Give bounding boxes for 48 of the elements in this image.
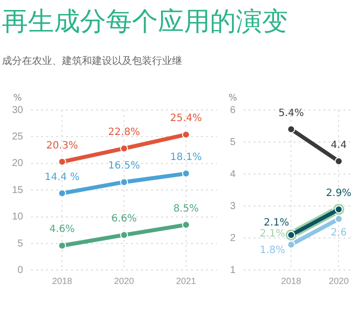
data-label: 5.4% [278,108,304,119]
y-tick-label: 4 [230,168,236,180]
point [287,125,296,134]
data-label: 8.5% [173,203,199,214]
x-tick-label: 2020 [328,276,349,286]
y-tick-label: 25 [12,131,24,142]
data-label: 20.3% [46,140,78,152]
point [287,240,296,249]
y-tick-label: 2 [230,232,236,244]
y-tick-label: 5 [18,238,24,250]
y-tick-label: 6 [230,104,236,116]
chart-subtitle: 成分在农业、建筑和建设以及包装行业继 [2,54,182,68]
data-label: 2.1% [264,218,290,229]
y-tick-label: 20 [12,158,24,170]
point [58,242,66,250]
point [334,214,343,223]
point [120,230,128,239]
y-axis-title: % [13,93,22,104]
y-tick-label: 5 [230,136,236,148]
data-label: 6.6% [111,214,137,225]
point [58,189,66,198]
x-tick-label: 2018 [281,276,302,286]
x-tick-label: 2018 [52,276,72,286]
x-tick-label: 2021 [176,276,196,286]
data-label: 16.5% [108,160,140,172]
y-axis-title: % [228,93,238,104]
y-tick-label: 0 [18,264,24,276]
data-label: 2.9% [326,188,352,199]
data-label: 22.8% [108,127,140,138]
data-label: 2.1% [260,228,286,240]
y-tick-label: 30 [12,104,24,116]
point [120,178,128,186]
point [120,144,128,152]
data-label: 4.4 [330,140,347,151]
x-tick-label: 2020 [114,276,134,286]
y-tick-label: 10 [12,212,24,223]
y-tick-label: 15 [12,184,24,196]
data-label: 4.6% [49,224,75,236]
data-label: 18.1% [170,152,202,164]
data-label: 25.4% [170,113,202,124]
y-tick-label: 3 [230,200,236,212]
data-label: 2.6 [330,228,347,239]
point [58,158,66,166]
data-label: 14.4 % [44,172,80,183]
data-label: 1.8% [260,245,286,256]
y-tick-label: 1 [230,264,236,276]
point [334,157,343,166]
chart-title: 再生成分每个应用的演变 [2,6,288,39]
